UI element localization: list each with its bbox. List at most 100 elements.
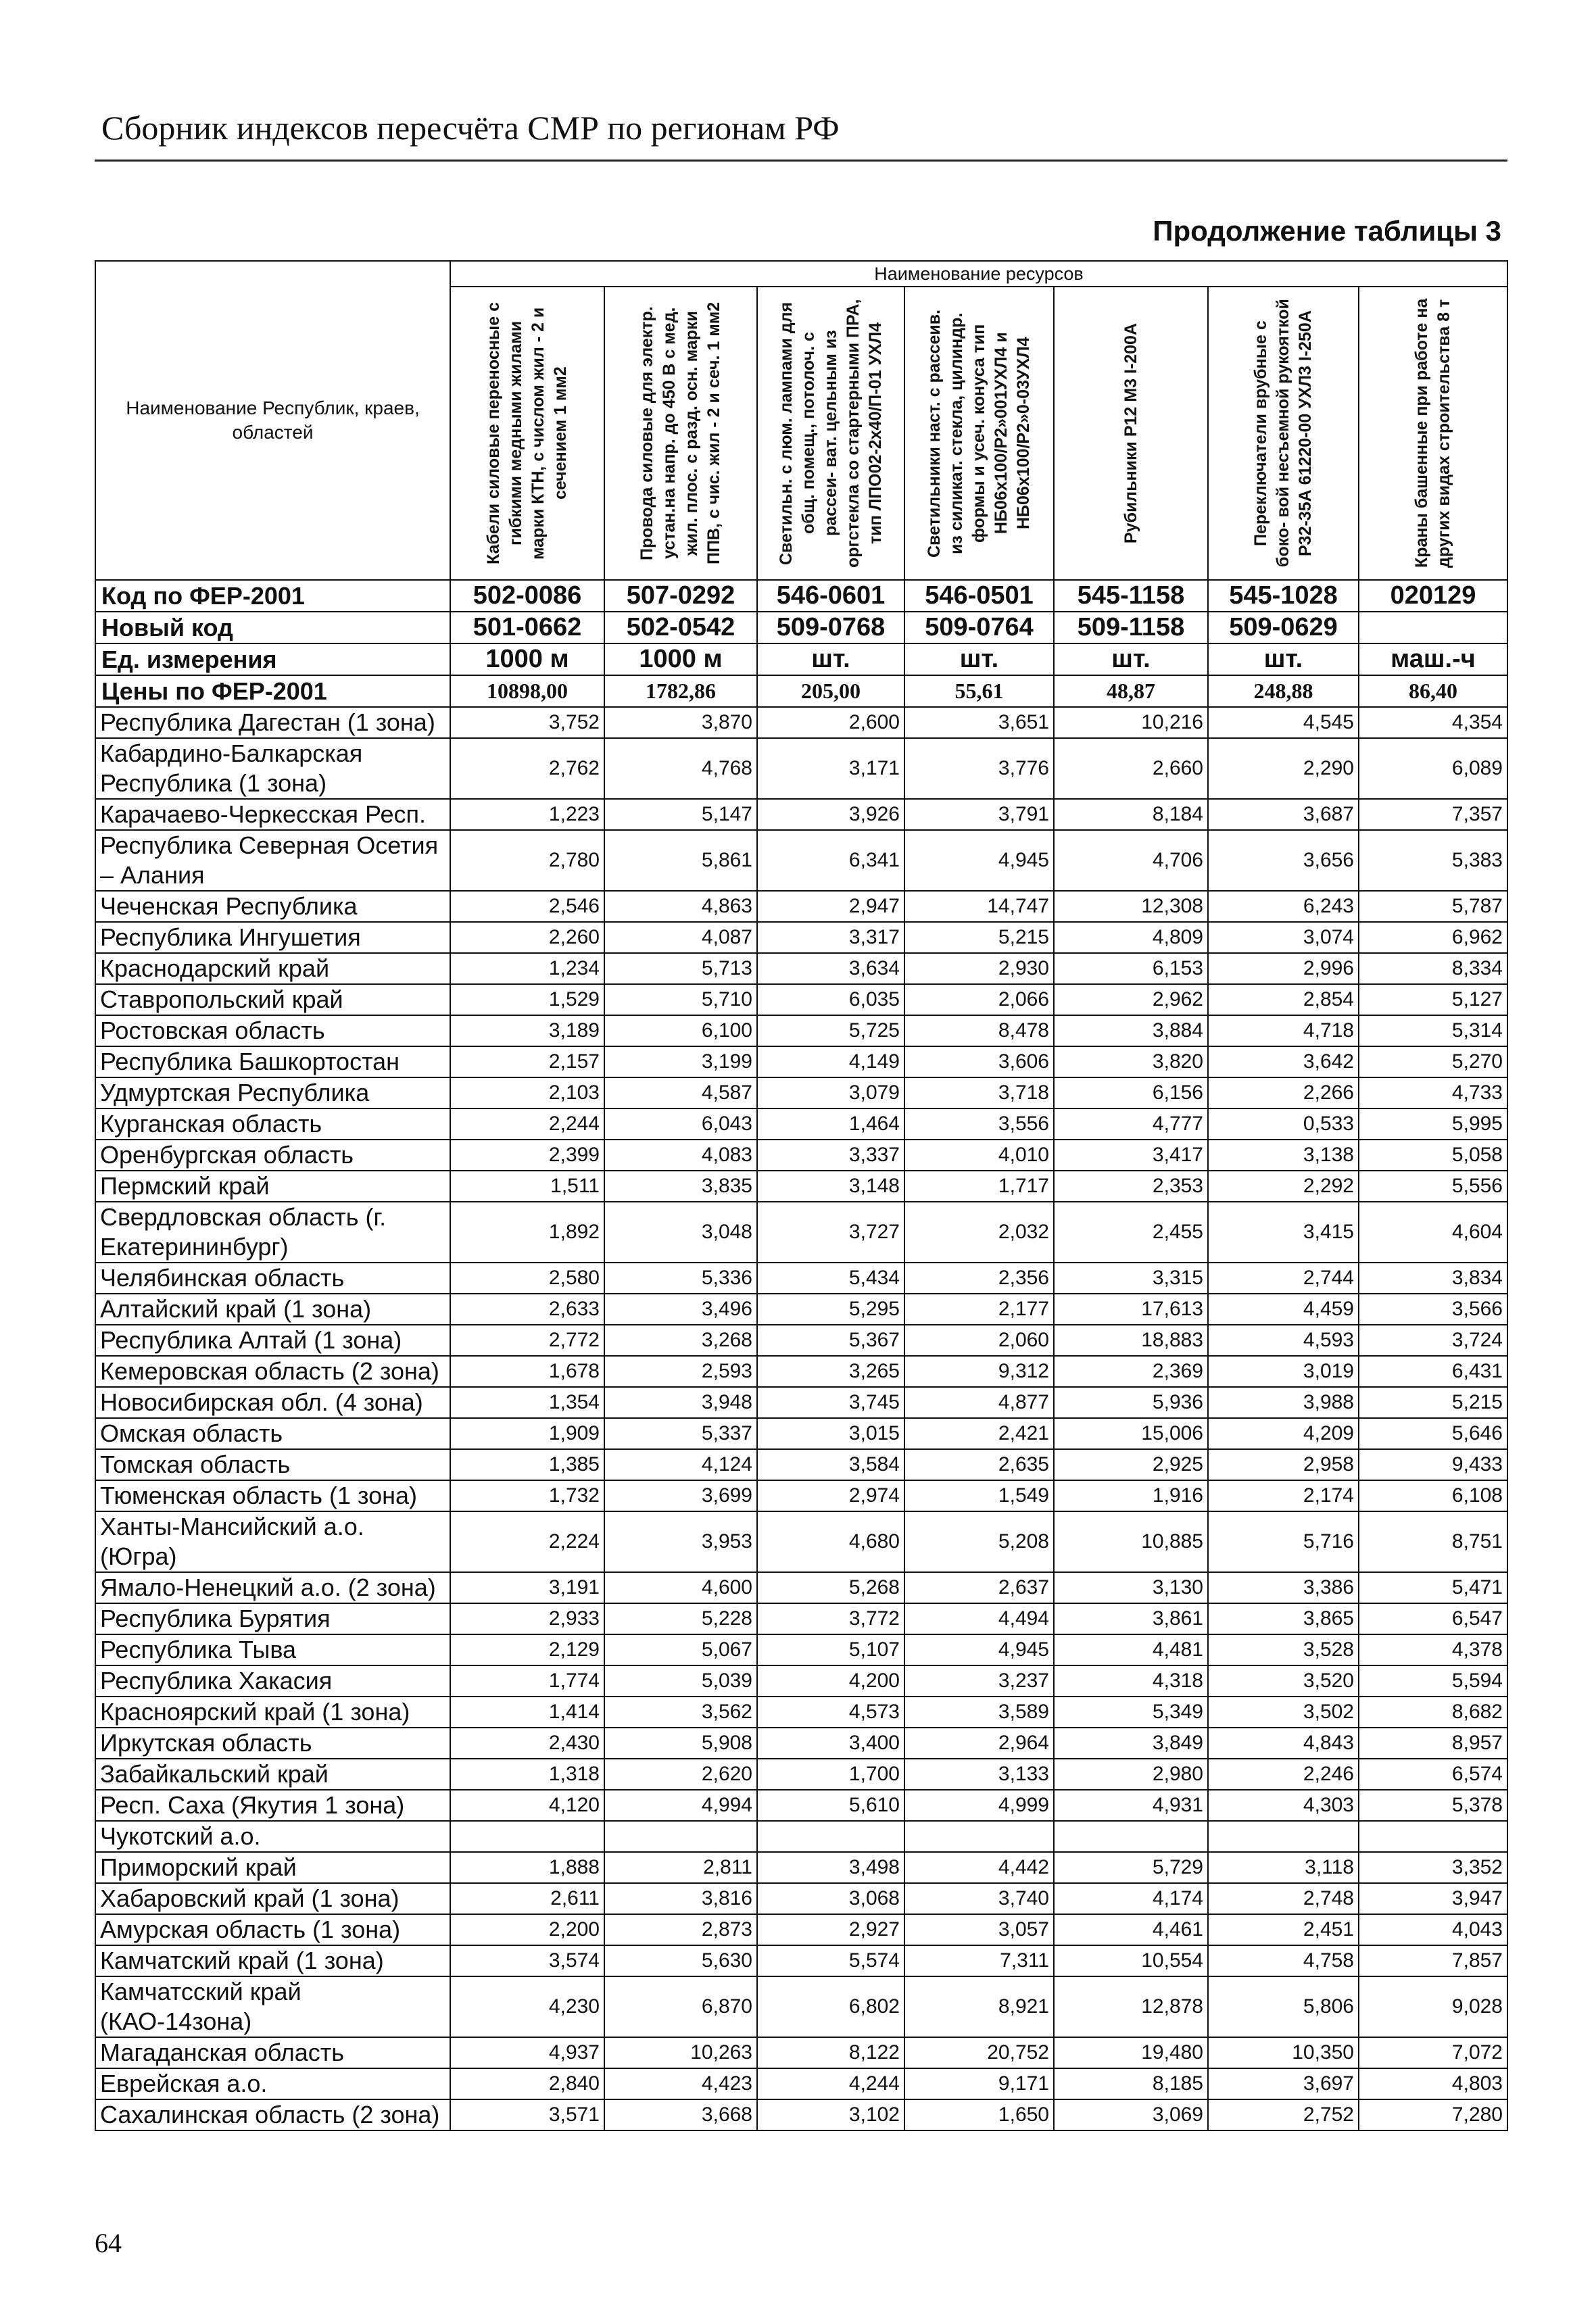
index-value: 3,606 — [904, 1046, 1055, 1078]
index-value: 4,803 — [1358, 2068, 1508, 2100]
table-continuation-title: Продолжение таблицы 3 — [1153, 215, 1501, 247]
table-row: Алтайский край (1 зона) 2,633 3,496 5,295 2,… — [95, 1293, 1508, 1325]
meta-value: 509-0768 — [756, 611, 905, 644]
table-row: Кабардино-Балкарская Республика (1 зона)… — [95, 737, 1508, 800]
index-value: 3,988 — [1207, 1386, 1359, 1419]
index-value: 3,865 — [1207, 1603, 1359, 1635]
region-name: Приморский край — [95, 1851, 451, 1884]
index-value: 8,334 — [1358, 952, 1508, 985]
table-row: Республика Бурятия 2,933 5,228 3,772 4,494 3,… — [95, 1603, 1508, 1635]
index-value: 2,032 — [904, 1201, 1055, 1263]
table-row: Иркутская область 2,430 5,908 3,400 2,964 3,8… — [95, 1727, 1508, 1759]
regions-header: Наименование Республик, краев, областей — [126, 397, 420, 443]
meta-value: 86,40 — [1358, 675, 1508, 708]
index-value: 12,308 — [1053, 890, 1209, 923]
index-value: 2,600 — [756, 706, 905, 739]
index-value: 2,244 — [450, 1108, 605, 1140]
meta-label: Цены по ФЕР-2001 — [95, 675, 451, 708]
index-value: 5,039 — [604, 1665, 758, 1697]
index-value: 5,861 — [604, 829, 758, 892]
index-value: 3,138 — [1207, 1139, 1359, 1171]
index-value: 1,892 — [450, 1201, 605, 1263]
table-row: Оренбургская область 2,399 4,083 3,337 4,010… — [95, 1139, 1508, 1171]
index-value: 5,716 — [1207, 1511, 1359, 1573]
index-value: 20,752 — [904, 2037, 1055, 2069]
index-value: 2,947 — [756, 890, 905, 923]
index-value: 3,589 — [904, 1696, 1055, 1728]
region-name: Оренбургская область — [95, 1139, 451, 1171]
index-value: 6,962 — [1358, 921, 1508, 954]
index-value: 3,019 — [1207, 1355, 1359, 1388]
index-value: 5,270 — [1358, 1046, 1508, 1078]
region-name: Республика Дагестан (1 зона) — [95, 706, 451, 739]
index-value: 4,587 — [604, 1077, 758, 1109]
table-row: Удмуртская Республика 2,103 4,587 3,079 3,71… — [95, 1077, 1508, 1109]
index-value: 10,216 — [1053, 706, 1209, 739]
index-value: 4,718 — [1207, 1015, 1359, 1047]
index-value: 4,200 — [756, 1665, 905, 1697]
index-value: 2,103 — [450, 1077, 605, 1109]
index-value: 7,357 — [1358, 798, 1508, 831]
resources-header: Наименование ресурсов — [450, 260, 1508, 287]
index-value: 4,604 — [1358, 1201, 1508, 1263]
region-name: Камчатсский край (КАО-14зона) — [95, 1976, 451, 2038]
index-value: 1,650 — [904, 2099, 1055, 2131]
meta-row: Цены по ФЕР-2001 10898,00 1782,86 205,00 55,… — [95, 675, 1508, 708]
meta-value: 546-0501 — [904, 579, 1055, 612]
table-row: Республика Башкортостан 2,157 3,199 4,149 3,… — [95, 1046, 1508, 1078]
table-row: Ростовская область 3,189 6,100 5,725 8,478 3,… — [95, 1015, 1508, 1047]
index-value: 4,494 — [904, 1603, 1055, 1635]
region-name: Иркутская область — [95, 1727, 451, 1759]
index-value: 5,127 — [1358, 983, 1508, 1016]
index-value: 2,369 — [1053, 1355, 1209, 1388]
table-row: Приморский край 1,888 2,811 3,498 4,442 5,729… — [95, 1851, 1508, 1884]
index-value: 6,156 — [1053, 1077, 1209, 1109]
table-row: Ямало-Ненецкий а.о. (2 зона) 3,191 4,600 5,… — [95, 1571, 1508, 1604]
index-value: 6,431 — [1358, 1355, 1508, 1388]
index-value: 3,268 — [604, 1324, 758, 1357]
index-value: 1,223 — [450, 798, 605, 831]
index-value: 2,246 — [1207, 1758, 1359, 1790]
index-value: 4,994 — [604, 1789, 758, 1822]
index-value: 2,780 — [450, 829, 605, 892]
region-name: Республика Бурятия — [95, 1603, 451, 1635]
meta-value: шт. — [1053, 643, 1209, 676]
meta-value: шт. — [904, 643, 1055, 676]
index-value: 2,455 — [1053, 1201, 1209, 1263]
index-value: 4,999 — [904, 1789, 1055, 1822]
region-name: Челябинская область — [95, 1262, 451, 1294]
meta-value: 48,87 — [1053, 675, 1209, 708]
meta-label: Новый код — [95, 611, 451, 644]
index-value: 5,787 — [1358, 890, 1508, 923]
index-value: 3,015 — [756, 1417, 905, 1450]
index-value: 5,630 — [604, 1945, 758, 1977]
meta-value: 501-0662 — [450, 611, 605, 644]
index-value: 2,620 — [604, 1758, 758, 1790]
index-value: 7,280 — [1358, 2099, 1508, 2131]
index-value: 4,706 — [1053, 829, 1209, 892]
column-header: Рубильники Р12 М3 I-200А — [1053, 286, 1209, 581]
index-value: 1,549 — [904, 1480, 1055, 1512]
index-value: 3,571 — [450, 2099, 605, 2131]
index-value: 5,067 — [604, 1634, 758, 1666]
index-value: 3,947 — [1358, 1882, 1508, 1915]
index-value: 2,177 — [904, 1293, 1055, 1325]
index-value: 0,533 — [1207, 1108, 1359, 1140]
index-value: 2,200 — [450, 1914, 605, 1946]
region-name: Свердловская область (г. Екатерининбург) — [95, 1201, 451, 1263]
index-value: 8,957 — [1358, 1727, 1508, 1759]
index-value: 5,378 — [1358, 1789, 1508, 1822]
index-value: 5,594 — [1358, 1665, 1508, 1697]
region-name: Краснодарский край — [95, 952, 451, 985]
index-value: 2,840 — [450, 2068, 605, 2100]
index-value: 3,317 — [756, 921, 905, 954]
meta-value: шт. — [756, 643, 905, 676]
index-value: 3,496 — [604, 1293, 758, 1325]
index-value: 1,464 — [756, 1108, 905, 1140]
index-value: 2,762 — [450, 737, 605, 800]
region-name: Хабаровский край (1 зона) — [95, 1882, 451, 1915]
meta-label: Код по ФЕР-2001 — [95, 579, 451, 612]
index-value: 3,118 — [1207, 1851, 1359, 1884]
index-value: 3,651 — [904, 706, 1055, 739]
meta-row: Код по ФЕР-2001 502-0086 507-0292 546-0601 5… — [95, 579, 1508, 612]
